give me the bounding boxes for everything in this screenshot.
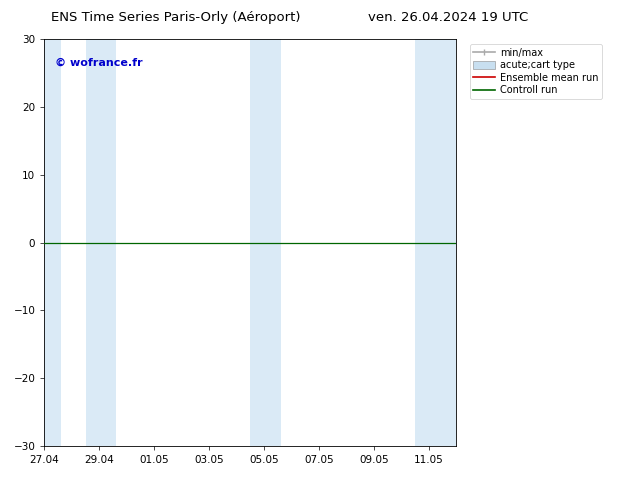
Bar xyxy=(250,39,281,446)
Bar xyxy=(86,39,116,446)
Text: ven. 26.04.2024 19 UTC: ven. 26.04.2024 19 UTC xyxy=(368,11,528,24)
Bar xyxy=(42,39,61,446)
Text: © wofrance.fr: © wofrance.fr xyxy=(55,57,142,68)
Legend: min/max, acute;cart type, Ensemble mean run, Controll run: min/max, acute;cart type, Ensemble mean … xyxy=(470,44,602,99)
Text: ENS Time Series Paris-Orly (Aéroport): ENS Time Series Paris-Orly (Aéroport) xyxy=(51,11,301,24)
Bar xyxy=(415,39,459,446)
